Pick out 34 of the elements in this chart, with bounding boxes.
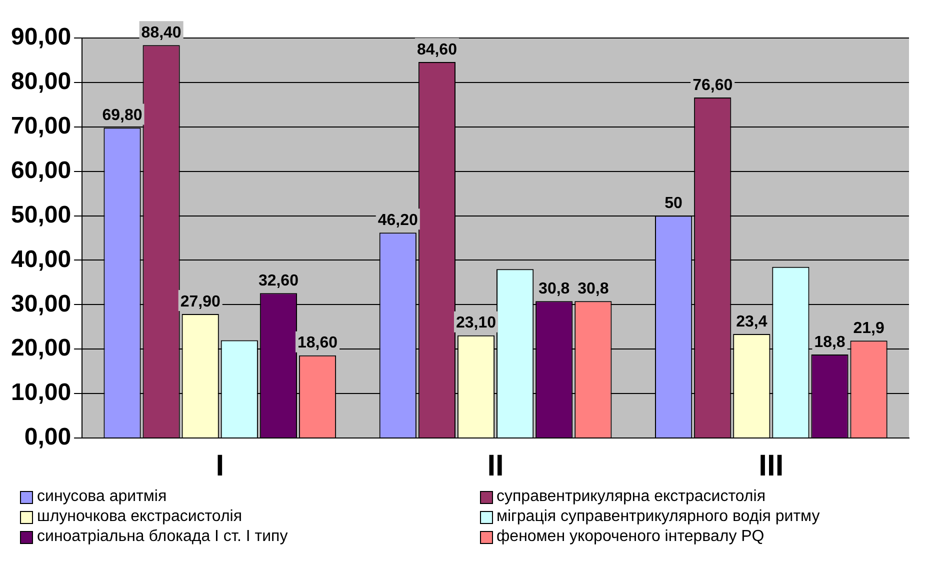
data-label: 30,8 [578,280,609,298]
y-tick-label: 30,00 [10,290,72,318]
y-tick-label: 10,00 [10,379,72,406]
x-tick-label: II [487,449,504,482]
data-label: 50 [664,195,683,212]
legend-label: феномен укороченого інтервалу PQ [496,528,764,546]
y-tick-label: 0,00 [24,424,72,451]
y-tick-label: 50,00 [10,201,72,228]
legend-label: синоатріальна блокада І ст. І типу [37,528,288,546]
y-tick-label: 20,00 [10,334,72,362]
y-tick-label: 60,00 [10,156,72,184]
legend-label: міграція суправентрикулярного водія ритму [496,508,820,526]
y-tick-label: 70,00 [10,112,72,140]
data-label: 23,4 [736,313,768,330]
data-label: 46,20 [378,212,418,230]
y-tick-label: 40,00 [10,246,72,273]
data-label: 69,80 [102,107,142,124]
data-label: 30,8 [538,280,570,298]
data-label: 18,8 [814,334,846,351]
y-tick-label: 90,00 [10,24,72,51]
legend-label: суправентрикулярна екстрасистолія [496,488,766,506]
data-label: 18,60 [297,334,338,352]
x-tick-label: I [216,449,224,482]
y-tick-label: 80,00 [10,68,72,96]
data-label: 21,9 [853,320,884,338]
data-label: 84,60 [416,41,458,58]
legend-label: шлуночкова екстрасистолія [37,508,242,526]
data-label: 76,60 [692,76,733,94]
data-label: 32,60 [258,272,299,290]
data-label: 88,40 [141,24,182,42]
x-tick-label: III [758,449,784,482]
data-label: 27,90 [180,293,220,310]
legend-label: синусова аритмія [37,488,167,506]
data-label: 23,10 [456,314,496,332]
